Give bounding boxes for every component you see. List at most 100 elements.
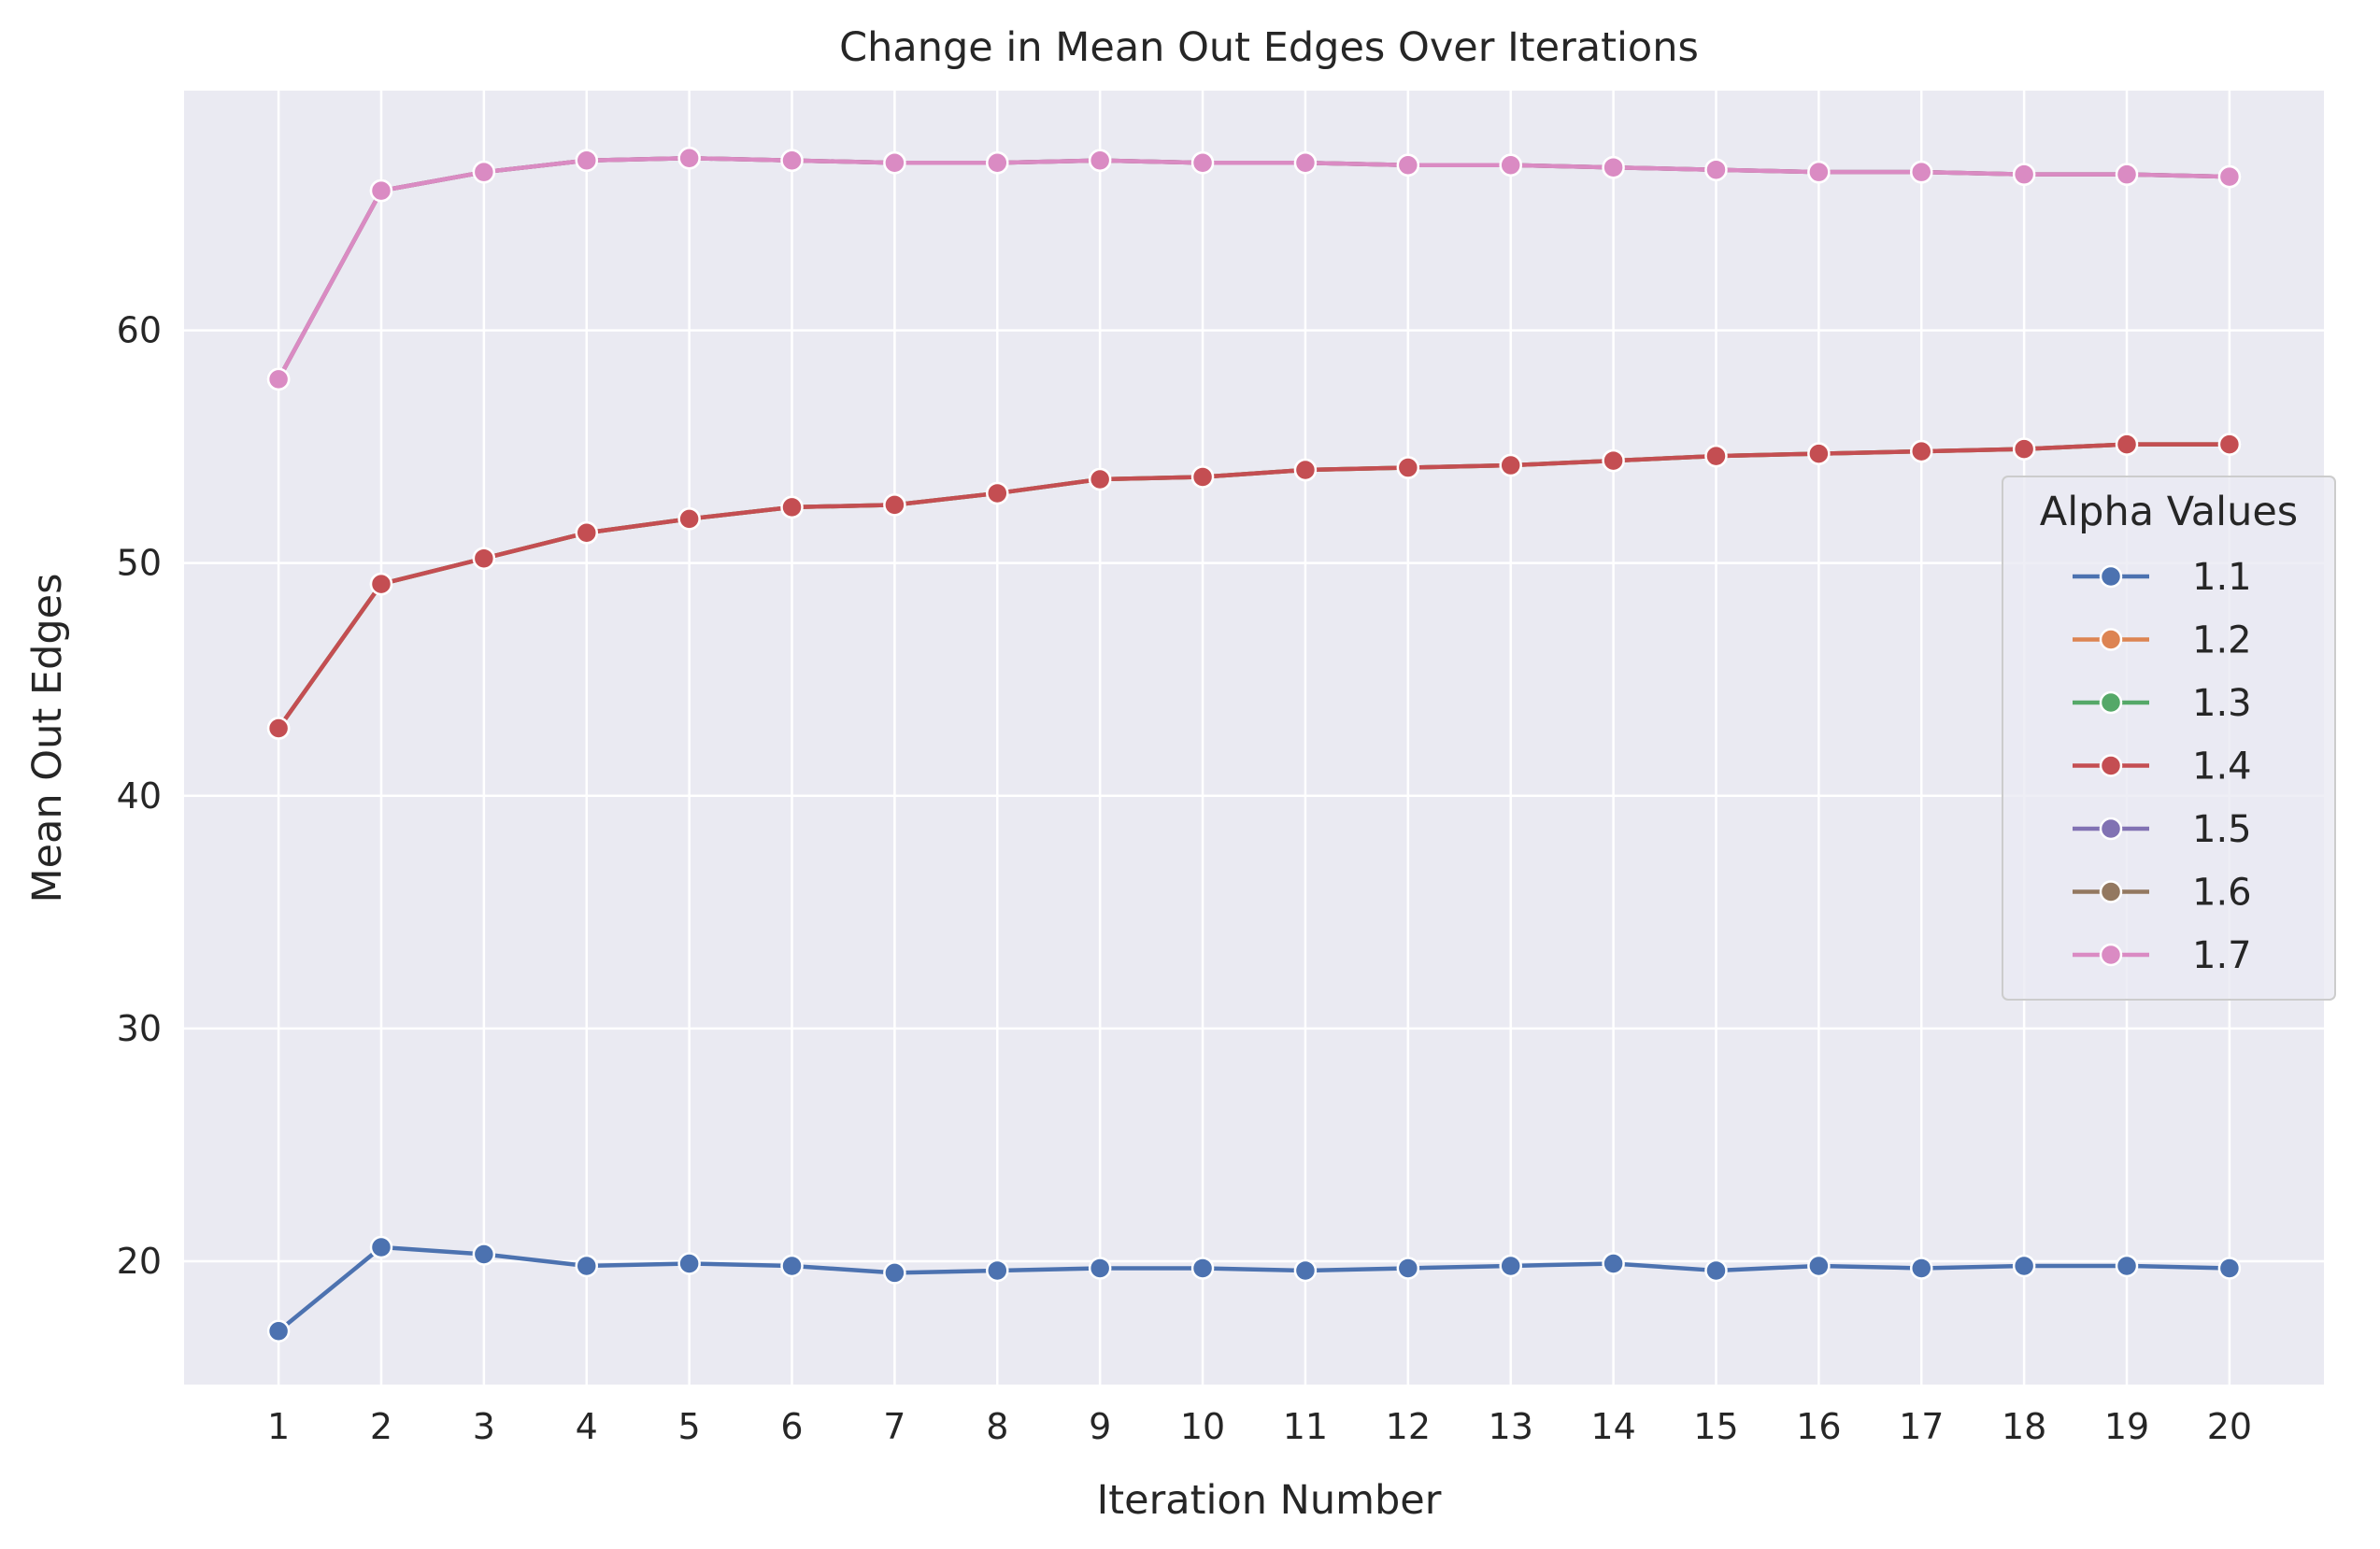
data-point xyxy=(1807,442,1831,465)
legend-item: 1.5 xyxy=(2073,808,2252,851)
data-point xyxy=(575,1254,598,1278)
data-point xyxy=(780,1254,804,1278)
data-point xyxy=(1088,149,1112,172)
x-tick-label: 9 xyxy=(1089,1406,1111,1447)
x-tick-label: 2 xyxy=(370,1406,392,1447)
plot-area xyxy=(184,91,2324,1385)
legend-label: 1.5 xyxy=(2192,808,2252,851)
data-point xyxy=(2012,163,2036,186)
data-point xyxy=(1396,153,1420,177)
legend-label: 1.6 xyxy=(2192,872,2252,915)
y-tick-label: 50 xyxy=(117,543,162,584)
x-tick-label: 19 xyxy=(2104,1406,2149,1447)
data-point xyxy=(986,1258,1009,1283)
legend-label: 1.2 xyxy=(2192,619,2252,662)
data-point xyxy=(1088,467,1112,491)
series-layer xyxy=(266,146,2242,1343)
data-point xyxy=(1910,1257,1933,1280)
series-line xyxy=(276,155,2232,382)
tick-labels: 1 2 3 4 5 6 7 8 9 10 11 12 13 14 15 16 17 18 19 20203040506… xyxy=(117,310,2252,1447)
data-point xyxy=(2012,1254,2036,1278)
x-tick-label: 11 xyxy=(1283,1406,1328,1447)
data-point xyxy=(677,146,701,170)
y-tick-label: 30 xyxy=(117,1008,162,1049)
legend-label: 1.3 xyxy=(2192,682,2252,725)
x-tick-label: 15 xyxy=(1693,1406,1738,1447)
legend-label: 1.1 xyxy=(2192,556,2252,599)
data-point xyxy=(1602,155,1625,179)
data-point xyxy=(1499,1254,1522,1278)
data-point xyxy=(1396,456,1420,479)
data-point xyxy=(1704,158,1728,181)
x-tick-label: 6 xyxy=(780,1406,803,1447)
data-point xyxy=(266,1319,291,1343)
data-point xyxy=(1704,1258,1728,1283)
data-point xyxy=(266,367,291,391)
legend-item: 1.4 xyxy=(2073,746,2252,789)
x-tick-label: 18 xyxy=(2002,1406,2046,1447)
legend-marker xyxy=(2099,564,2123,589)
legend-marker xyxy=(2099,690,2123,715)
data-point xyxy=(2012,437,2036,461)
data-point xyxy=(883,493,906,517)
data-point xyxy=(780,495,804,519)
data-point xyxy=(2217,1257,2242,1280)
data-point xyxy=(1602,448,1625,473)
data-point xyxy=(986,150,1009,175)
data-point xyxy=(1190,1257,1215,1280)
data-point xyxy=(1293,1258,1318,1283)
legend: Alpha Values 1.1 1.2 1.3 1.4 1.5 1.6 1.7 xyxy=(2002,476,2336,1001)
legend-entries: 1.1 1.2 1.3 1.4 1.5 1.6 1.7 xyxy=(2073,556,2252,977)
series-1.1 xyxy=(266,1235,2242,1343)
series-line xyxy=(276,1244,2232,1333)
data-point xyxy=(1807,1254,1831,1278)
data-point xyxy=(2217,164,2242,189)
legend-marker xyxy=(2099,628,2123,651)
x-tick-label: 13 xyxy=(1489,1406,1533,1447)
x-tick-label: 3 xyxy=(473,1406,495,1447)
legend-box xyxy=(2002,476,2336,1001)
data-point xyxy=(1910,439,1933,463)
data-point xyxy=(575,521,598,545)
series-1.7 xyxy=(266,146,2242,391)
data-point xyxy=(472,160,496,184)
x-tick-label: 1 xyxy=(267,1406,290,1447)
x-tick-label: 12 xyxy=(1386,1406,1431,1447)
data-point xyxy=(1190,150,1215,175)
series-line xyxy=(276,442,2232,731)
data-point xyxy=(2217,433,2242,456)
data-point xyxy=(883,150,906,175)
data-point xyxy=(1396,1257,1420,1280)
x-tick-label: 10 xyxy=(1180,1406,1225,1447)
legend-label: 1.7 xyxy=(2192,934,2252,977)
data-point xyxy=(369,178,393,203)
data-point xyxy=(472,1243,496,1266)
legend-marker xyxy=(2099,817,2123,841)
series-1.4 xyxy=(266,433,2242,740)
y-tick-label: 40 xyxy=(117,775,162,817)
x-tick-label: 5 xyxy=(678,1406,701,1447)
data-point xyxy=(780,149,804,172)
legend-marker xyxy=(2099,754,2123,777)
data-point xyxy=(1293,150,1318,175)
x-tick-label: 17 xyxy=(1899,1406,1944,1447)
data-point xyxy=(369,572,393,596)
data-point xyxy=(266,717,291,740)
data-point xyxy=(1602,1252,1625,1275)
data-point xyxy=(472,547,496,570)
x-tick-label: 16 xyxy=(1796,1406,1841,1447)
data-point xyxy=(883,1261,906,1285)
data-point xyxy=(2115,433,2139,456)
legend-item: 1.3 xyxy=(2073,682,2252,725)
data-point xyxy=(1704,444,1728,468)
legend-item: 1.7 xyxy=(2073,934,2252,977)
x-axis-title: Iteration Number xyxy=(1097,1477,1442,1524)
y-tick-label: 20 xyxy=(117,1241,162,1282)
data-point xyxy=(2115,163,2139,186)
data-point xyxy=(1499,453,1522,477)
data-point xyxy=(1190,465,1215,489)
x-tick-label: 8 xyxy=(986,1406,1008,1447)
data-point xyxy=(1293,458,1318,482)
x-tick-label: 14 xyxy=(1590,1406,1635,1447)
